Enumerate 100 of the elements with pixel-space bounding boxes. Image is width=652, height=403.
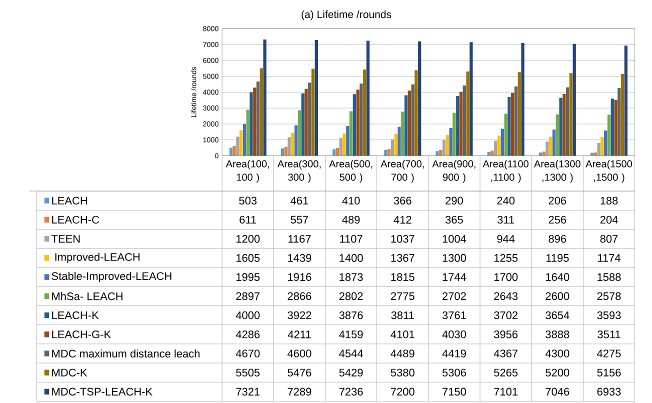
data-label: 1167	[288, 234, 311, 243]
data-label: 4275	[597, 350, 621, 358]
data-label: 896	[548, 234, 566, 243]
chart-title: (a) Lifetime /rounds	[302, 10, 392, 20]
bar	[398, 126, 401, 156]
bar	[256, 81, 260, 156]
data-label: 2578	[597, 292, 621, 300]
bar	[280, 148, 284, 156]
data-label: 4419	[442, 350, 466, 358]
bar	[298, 110, 302, 156]
data-label: 4670	[236, 350, 260, 358]
bar	[521, 42, 524, 156]
data-label: 5505	[236, 368, 260, 376]
data-label: 3593	[597, 311, 621, 320]
bar	[242, 124, 246, 156]
x-tick-label: Area(300, 300 )	[277, 160, 321, 183]
data-label: 4101	[390, 330, 414, 338]
data-label: 3761	[442, 311, 466, 320]
bar	[562, 94, 566, 156]
data-label: 1107	[340, 234, 362, 243]
bar	[408, 90, 411, 156]
data-label: 1744	[442, 273, 466, 281]
data-label: 1588	[598, 273, 621, 281]
bar	[352, 94, 356, 156]
bar	[470, 42, 473, 156]
data-label: 5429	[339, 368, 363, 376]
data-label: 7289	[288, 388, 312, 396]
bar	[366, 40, 370, 156]
data-label: 3922	[288, 311, 312, 320]
x-tick-label: Area(1500 ,1500 )	[586, 160, 632, 183]
x-tick-label: Area(900, 900 )	[432, 160, 476, 183]
bar	[356, 90, 360, 156]
data-label: 503	[239, 196, 257, 204]
bar	[388, 149, 391, 156]
data-label: 5156	[597, 368, 621, 376]
bar	[301, 93, 304, 156]
data-label: 6933	[597, 388, 621, 396]
bar	[518, 72, 521, 156]
data-label: 3702	[494, 311, 518, 320]
bar	[597, 142, 600, 156]
bar	[294, 125, 298, 156]
legend-label: Stable-Improved-LEACH	[52, 272, 172, 282]
data-label: 4211	[288, 330, 311, 338]
bar	[229, 148, 232, 156]
data-label: 1037	[391, 234, 414, 243]
data-label: 1200	[236, 234, 260, 243]
data-label: 3956	[494, 330, 518, 338]
bar	[459, 92, 463, 156]
data-label: 1255	[494, 254, 518, 262]
data-label: 1300	[442, 254, 466, 262]
x-tick-label: Area(1300 ,1300 )	[534, 160, 580, 183]
legend-label: Improved-LEACH	[55, 252, 140, 263]
legend-label: LEACH-C	[52, 216, 100, 224]
data-label: 2775	[390, 292, 414, 300]
data-label: 944	[497, 234, 515, 243]
bar	[600, 137, 604, 156]
data-label: 2866	[288, 292, 312, 300]
bar	[291, 132, 294, 156]
data-label: 204	[600, 216, 618, 224]
data-label: 1815	[391, 273, 414, 281]
data-label: 4600	[288, 350, 312, 358]
bar	[240, 130, 243, 156]
bar	[418, 41, 422, 156]
data-label: 1873	[340, 273, 363, 281]
data-label: 557	[290, 216, 308, 224]
data-label: 4489	[390, 350, 414, 358]
bar	[394, 134, 398, 156]
bar	[572, 44, 576, 156]
bar	[336, 148, 340, 156]
bar	[497, 136, 501, 156]
data-label: 311	[497, 216, 514, 224]
bar	[590, 152, 594, 156]
data-label: 366	[394, 196, 412, 204]
data-label: 461	[290, 196, 308, 204]
data-label: 1640	[546, 273, 570, 281]
bar	[332, 149, 336, 156]
data-label: 611	[240, 216, 256, 224]
data-label: 3511	[598, 330, 620, 338]
data-label: 7321	[236, 388, 260, 396]
bar	[508, 96, 511, 156]
bar	[342, 133, 346, 156]
data-label: 5265	[494, 368, 518, 376]
data-label: 1916	[288, 273, 312, 281]
data-label: 7101	[494, 388, 518, 396]
data-label: 5200	[546, 368, 570, 376]
bar	[466, 71, 470, 156]
data-label: 5476	[288, 368, 312, 376]
data-label: 4030	[442, 330, 466, 338]
data-label: 1367	[391, 254, 414, 262]
bar	[363, 69, 366, 156]
bar	[490, 150, 494, 156]
bar	[452, 112, 456, 156]
bar	[604, 130, 608, 156]
legend-label: TEEN	[52, 234, 80, 243]
bar	[384, 150, 388, 156]
data-label: 1174	[598, 254, 620, 262]
data-label: 4300	[545, 350, 570, 358]
data-label: 1439	[288, 254, 312, 262]
data-label: 1004	[442, 234, 466, 243]
bar	[618, 88, 621, 156]
